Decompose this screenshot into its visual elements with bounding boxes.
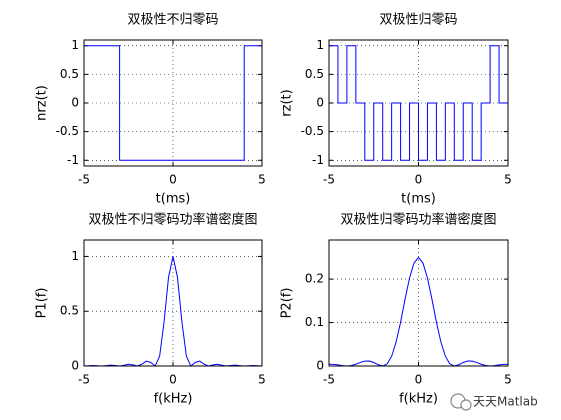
x-tick-label: 0 <box>415 173 423 187</box>
x-tick-label: -5 <box>323 173 335 187</box>
axes-frame <box>83 39 263 167</box>
y-axis-label: rz(t) <box>280 89 295 116</box>
axes-frame <box>328 239 509 367</box>
x-axis-label: f(kHz) <box>154 392 193 407</box>
x-tick-label: -5 <box>78 373 90 387</box>
x-axis-label: t(ms) <box>156 192 191 207</box>
x-tick-label: 5 <box>504 173 512 187</box>
x-tick-label: 0 <box>169 373 177 387</box>
y-tick-label: 0.1 <box>305 315 324 329</box>
chart-title: 双极性不归零码功率谱密度图 <box>88 212 257 228</box>
axes-background <box>329 240 508 366</box>
y-tick-label: 0.5 <box>60 67 79 81</box>
axes-frame <box>83 239 263 367</box>
data-line <box>328 256 509 367</box>
watermark-icon <box>450 393 472 411</box>
y-tick-label: 0 <box>71 359 79 373</box>
data-line <box>84 45 262 161</box>
y-tick-label: 0.5 <box>60 304 79 318</box>
y-tick-label: 0 <box>316 96 324 110</box>
data-line <box>328 45 508 161</box>
y-tick-label: 1 <box>71 249 79 263</box>
y-tick-label: 0 <box>316 359 324 373</box>
y-tick-label: 0.2 <box>305 272 324 286</box>
x-tick-label: -5 <box>323 373 335 387</box>
x-tick-label: 0 <box>415 373 423 387</box>
data-line <box>83 256 263 367</box>
x-tick-label: 5 <box>504 373 512 387</box>
chart-title: 双极性不归零码 <box>127 13 218 28</box>
chart-title: 双极性归零码 <box>379 13 457 28</box>
y-axis-label: P1(f) <box>35 288 50 319</box>
chart-title: 双极性归零码功率谱密度图 <box>340 212 496 228</box>
y-tick-label: 0.5 <box>305 67 324 81</box>
axes-frame <box>328 39 509 167</box>
y-tick-label: -1 <box>67 153 79 167</box>
x-axis-label: f(kHz) <box>399 392 438 407</box>
x-tick-label: 5 <box>258 373 266 387</box>
x-axis-label: t(ms) <box>401 192 436 207</box>
y-tick-label: 0 <box>71 96 79 110</box>
y-tick-label: -1 <box>312 153 324 167</box>
axes-background <box>84 240 262 366</box>
icon-bubble <box>460 399 472 411</box>
x-tick-label: 5 <box>258 173 266 187</box>
y-tick-label: 1 <box>71 38 79 52</box>
y-tick-label: 1 <box>316 38 324 52</box>
y-axis-label: nrz(t) <box>35 85 50 121</box>
x-tick-label: 0 <box>169 173 177 187</box>
y-axis-label: P2(f) <box>280 288 295 319</box>
y-tick-label: -0.5 <box>56 124 79 138</box>
watermark: 天天Matlab <box>473 395 538 409</box>
x-tick-label: -5 <box>78 173 90 187</box>
y-tick-label: -0.5 <box>301 124 324 138</box>
